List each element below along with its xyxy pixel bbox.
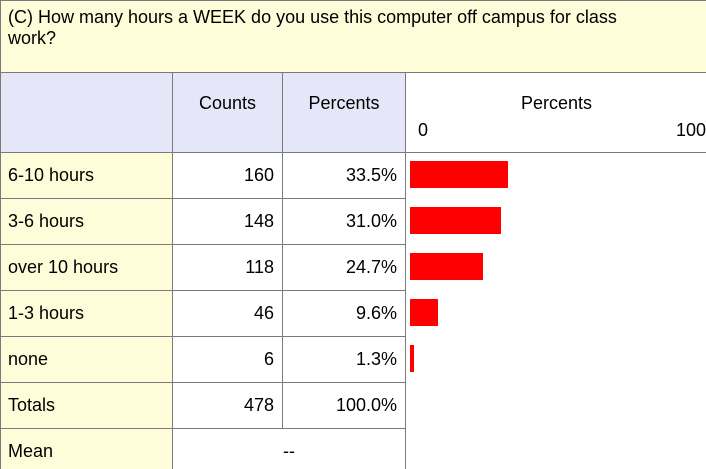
percent: 9.6% [282, 290, 406, 337]
title: (C) How many hours a WEEK do you use thi… [0, 0, 706, 73]
row-label: over 10 hours [0, 244, 173, 291]
x-tick-label: 0 [418, 120, 429, 140]
mean-value: -- [172, 428, 406, 469]
percent: 33.5% [282, 152, 406, 199]
totals-count: 478 [172, 382, 283, 429]
x-tick-label: 100 [676, 120, 706, 140]
bar [410, 345, 414, 372]
count: 6 [172, 336, 283, 383]
column-header: Counts [172, 72, 283, 153]
row-label: 1-3 hours [0, 290, 173, 337]
header-blank [0, 72, 173, 153]
count: 46 [172, 290, 283, 337]
row-label: 6-10 hours [0, 152, 173, 199]
percent: 31.0% [282, 198, 406, 245]
count: 148 [172, 198, 283, 245]
totals-label: Totals [0, 382, 173, 429]
mean-label: Mean [0, 428, 173, 469]
count: 160 [172, 152, 283, 199]
bar [410, 299, 439, 326]
totals-percent: 100.0% [282, 382, 406, 429]
bar [410, 253, 483, 280]
bar-header: Percents [405, 72, 706, 153]
percent: 24.7% [282, 244, 406, 291]
percent: 1.3% [282, 336, 406, 383]
row-label: none [0, 336, 173, 383]
bar [410, 161, 509, 188]
row-label: 3-6 hours [0, 198, 173, 245]
count: 118 [172, 244, 283, 291]
bar-area [405, 152, 706, 469]
column-header: Percents [282, 72, 406, 153]
bar [410, 207, 502, 234]
